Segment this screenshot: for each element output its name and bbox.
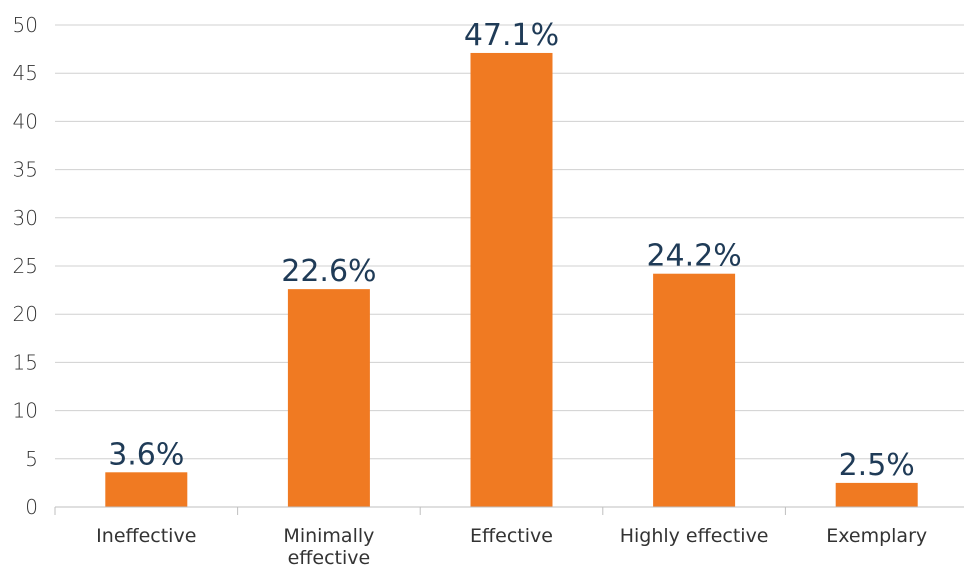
x-category-label: effective [288, 547, 371, 569]
data-label: 47.1% [464, 18, 559, 53]
x-category-label: Minimally [283, 525, 374, 547]
bar [105, 472, 188, 507]
y-tick-label: 40 [13, 109, 38, 133]
x-axis [54, 506, 964, 515]
x-category-label: Exemplary [826, 525, 927, 547]
y-tick-label: 45 [13, 61, 38, 85]
data-label: 24.2% [646, 239, 741, 274]
y-tick-label: 10 [13, 399, 38, 423]
data-labels: 3.6% 22.6% 47.1% 24.2% 2.5% [108, 18, 915, 483]
bar [470, 52, 553, 508]
bar [287, 289, 370, 507]
x-category-label: Effective [470, 525, 553, 547]
y-tick-label: 20 [13, 302, 38, 326]
y-tick-label: 25 [13, 254, 38, 278]
data-label: 22.6% [281, 254, 376, 289]
x-category-label: Ineffective [96, 525, 196, 547]
y-axis-tick-labels: 0 5 10 15 20 25 30 35 40 45 50 [13, 13, 38, 519]
bar [653, 273, 736, 507]
y-tick-label: 35 [13, 158, 38, 182]
y-tick-label: 15 [13, 350, 38, 374]
data-label: 3.6% [108, 437, 184, 472]
y-tick-label: 5 [25, 447, 38, 471]
y-tick-label: 30 [13, 206, 38, 230]
bars [105, 52, 918, 508]
bar [835, 482, 918, 507]
x-category-label: Highly effective [620, 525, 769, 547]
y-tick-label: 0 [25, 495, 38, 519]
data-label: 2.5% [839, 448, 915, 483]
y-tick-label: 50 [13, 13, 38, 37]
